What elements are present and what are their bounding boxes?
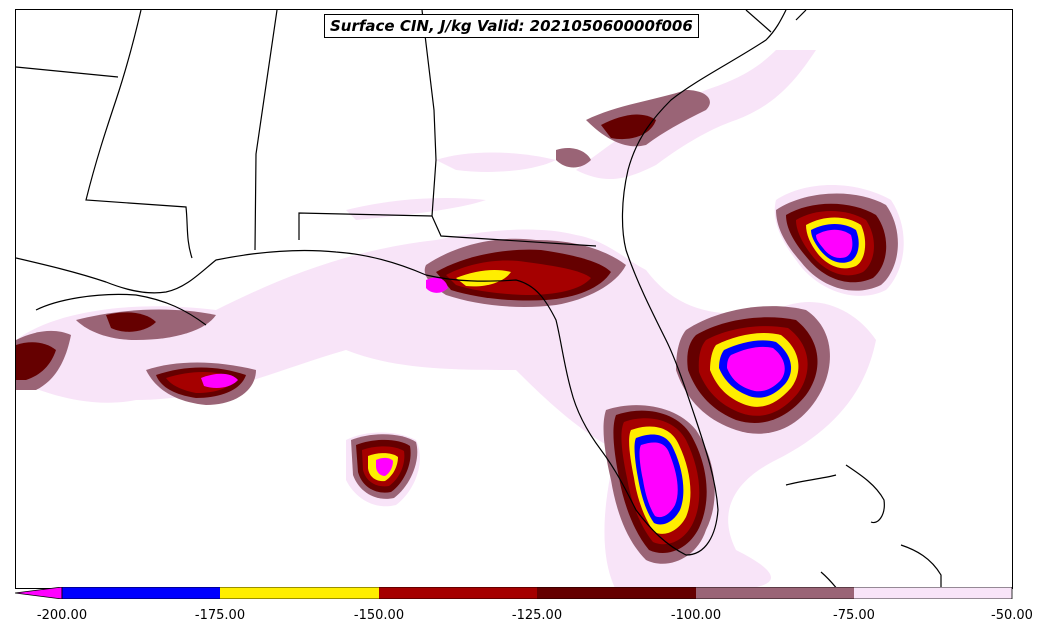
colorbar-swatch-3 bbox=[537, 587, 696, 599]
colorbar-tick-6: -50.00 bbox=[991, 608, 1033, 623]
colorbar-swatch-4 bbox=[696, 587, 854, 599]
colorbar-swatch-2 bbox=[379, 587, 537, 599]
colorbar-swatch-0 bbox=[62, 587, 220, 599]
coastlines-and-borders bbox=[16, 10, 942, 588]
colorbar-tick-3: -125.00 bbox=[511, 608, 563, 623]
cin-contour-fields bbox=[16, 50, 904, 588]
colorbar-tick-2: -150.00 bbox=[353, 608, 405, 623]
colorbar-tick-1: -175.00 bbox=[194, 608, 246, 623]
map-panel bbox=[15, 9, 1013, 589]
colorbar-extend-arrow bbox=[15, 587, 63, 599]
colorbar-tick-5: -75.00 bbox=[833, 608, 875, 623]
cin-level-below-200 bbox=[201, 229, 853, 518]
colorbar-swatch-5 bbox=[854, 587, 1012, 599]
colorbar-swatch-1 bbox=[220, 587, 379, 599]
cin-map bbox=[16, 10, 942, 588]
colorbar-tick-4: -100.00 bbox=[670, 608, 722, 623]
map-title: Surface CIN, J/kg Valid: 202105060000f00… bbox=[324, 14, 699, 38]
colorbar-outline bbox=[61, 587, 1013, 599]
colorbar-tick-0: -200.00 bbox=[36, 608, 88, 623]
colorbar bbox=[15, 587, 1013, 599]
